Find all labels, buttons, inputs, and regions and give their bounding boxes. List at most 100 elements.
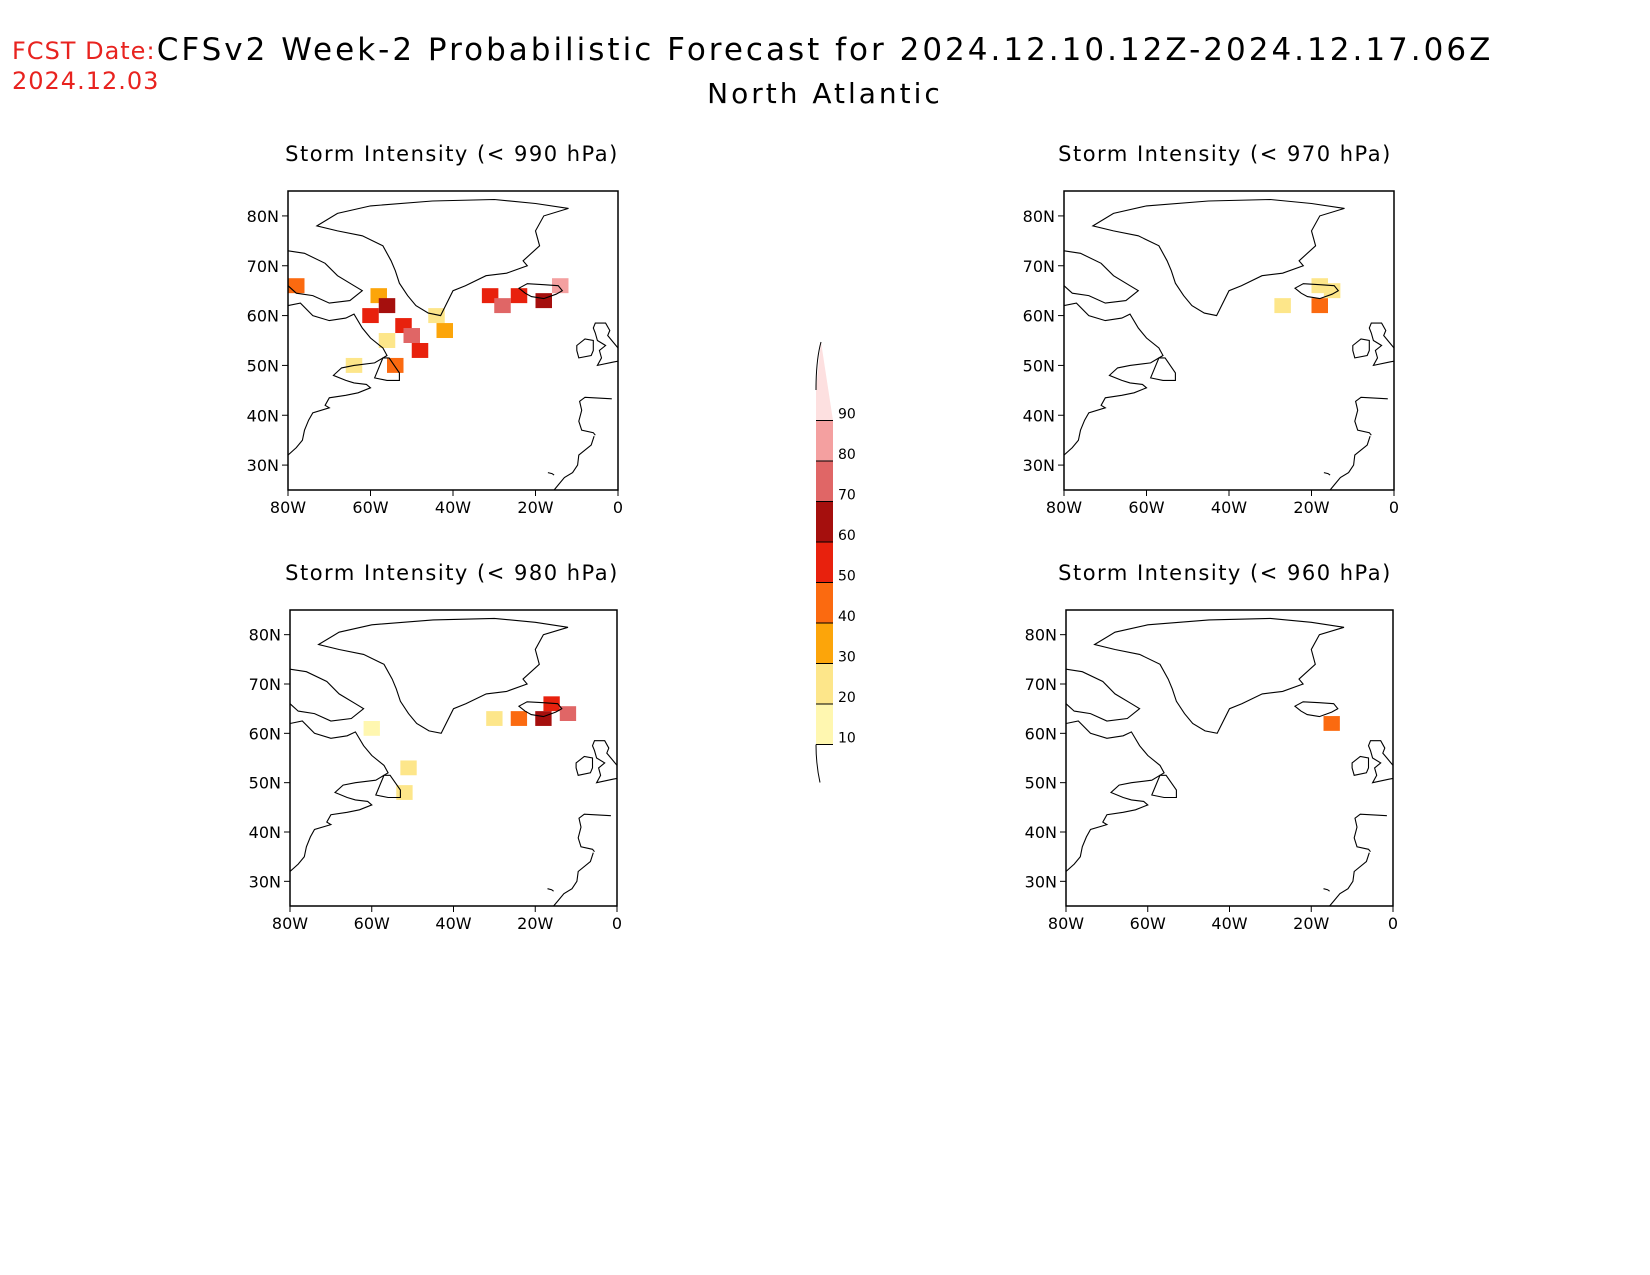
coastline: [1149, 357, 1176, 381]
map-content: [290, 617, 617, 906]
forecast-date-label: FCST Date:: [12, 37, 156, 65]
colorbar-segment: [816, 342, 833, 421]
probability-cell: [552, 278, 569, 294]
probability-cell: [1274, 298, 1291, 314]
coastline: [1329, 852, 1370, 906]
lat-tick-label: 80N: [1025, 626, 1057, 645]
lon-tick-label: 20W: [517, 914, 553, 933]
lat-tick-label: 30N: [1025, 872, 1057, 891]
lon-tick-label: 0: [613, 498, 623, 517]
lat-tick-label: 80N: [1023, 207, 1055, 226]
probability-cell: [378, 333, 396, 348]
coastline: [518, 283, 564, 300]
probability-cell: [510, 288, 528, 304]
lon-tick-label: 0: [1389, 498, 1399, 517]
lon-tick-label: 60W: [352, 498, 388, 517]
lat-tick-label: 50N: [247, 356, 279, 375]
colorbar-label: 10: [838, 731, 856, 747]
probability-cell: [436, 323, 453, 339]
probability-cell: [1311, 278, 1328, 294]
coastline: [1151, 774, 1177, 799]
probability-cell: [403, 328, 420, 343]
coastline: [290, 720, 389, 872]
lat-tick-label: 50N: [1025, 774, 1057, 793]
coastline: [547, 888, 554, 892]
lat-tick-label: 80N: [249, 626, 281, 645]
colorbar-label: 40: [838, 609, 856, 625]
coastline: [1352, 338, 1370, 359]
coastline: [1066, 720, 1165, 872]
map-panel-990: 80N 70N 60N 50N 40N 30N 80W 60W 40W 20W 0: [247, 190, 623, 517]
probability-cell: [559, 706, 577, 721]
probability-cell: [494, 298, 511, 314]
map-panel-980: 80N 70N 60N 50N 40N 30N 80W 60W 40W 20W 0: [249, 609, 622, 933]
lon-tick-label: 40W: [435, 914, 471, 933]
coastline: [288, 250, 364, 304]
lat-tick-label: 60N: [1025, 724, 1057, 743]
coastline: [1066, 668, 1141, 722]
lon-tick-label: 40W: [1211, 498, 1247, 517]
colorbar-segment: [816, 501, 833, 542]
lon-tick-label: 40W: [435, 498, 471, 517]
lon-tick-label: 0: [612, 914, 622, 933]
probability-cell: [510, 711, 528, 726]
coastline: [1354, 396, 1388, 436]
probability-cell: [363, 721, 380, 736]
lon-tick-label: 20W: [517, 498, 553, 517]
lat-tick-label: 60N: [247, 307, 279, 326]
lat-tick-label: 40N: [1023, 406, 1055, 425]
coastline: [1293, 701, 1339, 718]
coastline: [591, 740, 617, 784]
lon-tick-label: 0: [1388, 914, 1398, 933]
probability-cell: [1311, 298, 1328, 314]
lat-tick-label: 50N: [1023, 356, 1055, 375]
forecast-date-block: FCST Date: 2024.12.03: [12, 36, 159, 96]
colorbar-segment: [816, 420, 833, 461]
colorbar: 10 20 30 40 50 60 70 80 90: [815, 341, 856, 783]
lat-tick-label: 80N: [247, 207, 279, 226]
coastline: [1368, 322, 1394, 367]
colorbar-label: 70: [838, 488, 856, 504]
coastline: [1323, 472, 1331, 476]
lon-tick-label: 80W: [270, 498, 306, 517]
lat-tick-label: 40N: [249, 823, 281, 842]
lat-tick-label: 40N: [1025, 823, 1057, 842]
colorbar-bottom-tip: [816, 744, 833, 783]
coastline: [576, 338, 594, 359]
colorbar-label: 20: [838, 690, 856, 706]
colorbar-segment: [816, 542, 833, 583]
colorbar-segment: [816, 623, 833, 664]
map-frame: [289, 609, 618, 907]
probability-cell: [288, 278, 305, 294]
colorbar-label: 30: [838, 650, 856, 666]
lon-tick-label: 40W: [1211, 914, 1247, 933]
map-content: [288, 198, 618, 490]
lon-tick-label: 20W: [1293, 498, 1329, 517]
colorbar-segment: [816, 461, 833, 502]
panel-title-960: Storm Intensity (< 960 hPa): [1058, 561, 1392, 585]
lat-tick-label: 60N: [1023, 307, 1055, 326]
colorbar-label: 90: [838, 407, 856, 423]
coastline: [517, 701, 563, 718]
map-panel-960: 80N 70N 60N 50N 40N 30N 80W 60W 40W 20W 0: [1025, 609, 1398, 933]
probability-cell: [535, 293, 552, 309]
coastline: [547, 472, 555, 476]
coastline: [317, 617, 569, 734]
coastline: [1351, 755, 1370, 776]
colorbar-label: 80: [838, 447, 856, 463]
lat-tick-label: 70N: [247, 257, 279, 276]
lon-tick-label: 60W: [1128, 498, 1164, 517]
colorbar-label: 50: [838, 569, 856, 585]
coastline: [1064, 302, 1164, 456]
probability-cell: [362, 308, 379, 324]
lat-tick-label: 40N: [247, 406, 279, 425]
probability-cell: [535, 711, 552, 726]
coastline: [1093, 617, 1345, 734]
coastline: [553, 436, 595, 490]
lon-tick-label: 20W: [1293, 914, 1329, 933]
probability-cell: [1323, 716, 1340, 731]
lat-tick-label: 50N: [249, 774, 281, 793]
coastline: [288, 302, 388, 456]
lon-tick-label: 80W: [1046, 498, 1082, 517]
